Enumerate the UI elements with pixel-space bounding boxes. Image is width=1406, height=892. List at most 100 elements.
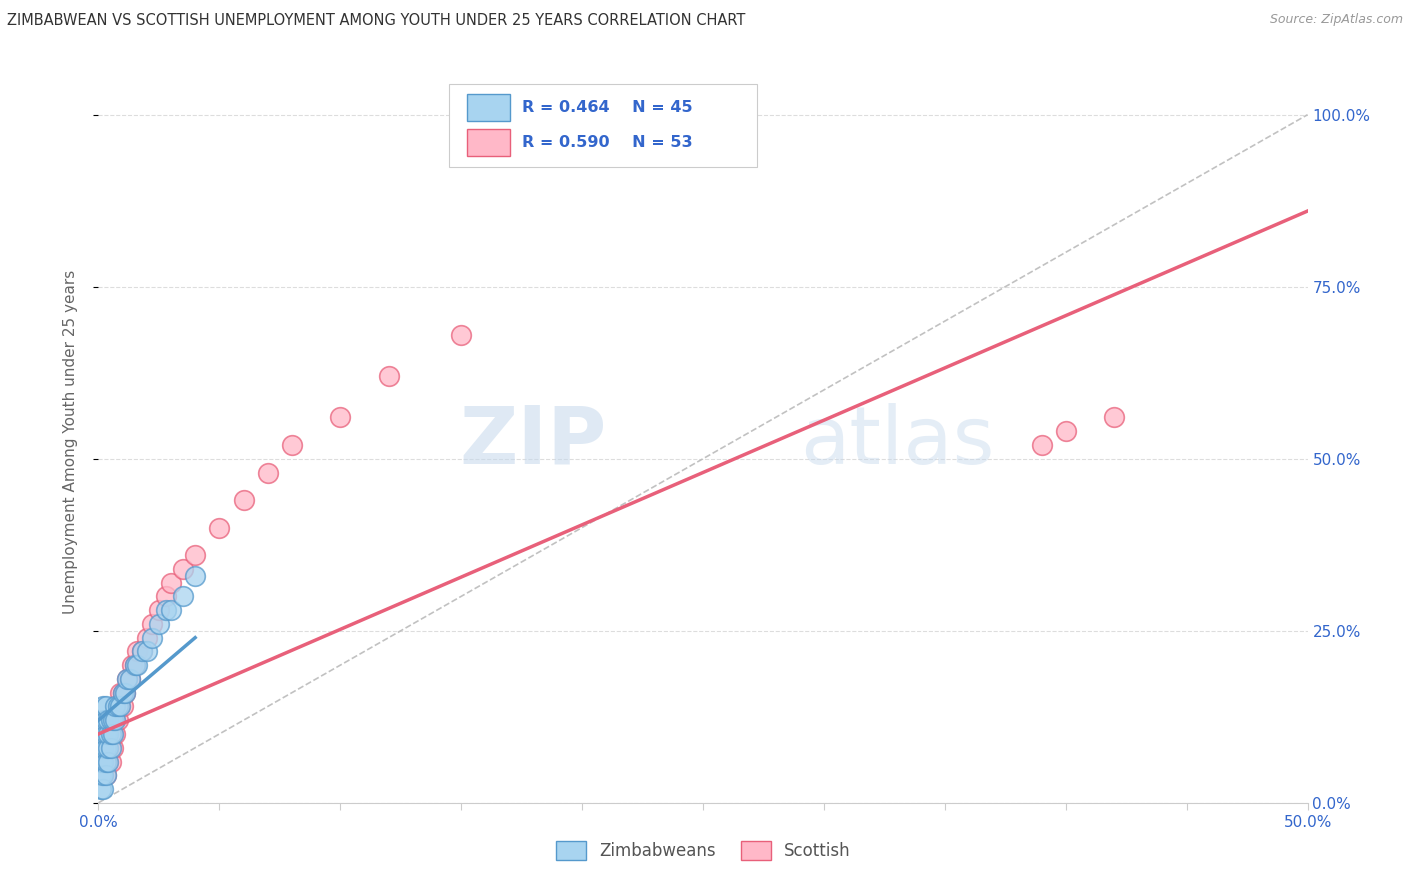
Point	[101, 713, 124, 727]
Point	[90, 768, 112, 782]
Point	[94, 755, 117, 769]
Point	[108, 686, 131, 700]
Point	[1054, 424, 1077, 438]
Point	[124, 658, 146, 673]
Point	[101, 740, 124, 755]
Point	[90, 740, 112, 755]
Point	[100, 740, 122, 755]
Point	[97, 740, 120, 755]
Point	[131, 644, 153, 658]
Point	[91, 768, 114, 782]
Point	[135, 644, 157, 658]
Point	[101, 727, 124, 741]
Point	[377, 369, 399, 384]
Point	[100, 740, 122, 755]
Point	[100, 727, 122, 741]
Bar	[467, 94, 509, 121]
Point	[100, 727, 122, 741]
Text: ZIMBABWEAN VS SCOTTISH UNEMPLOYMENT AMONG YOUTH UNDER 25 YEARS CORRELATION CHART: ZIMBABWEAN VS SCOTTISH UNEMPLOYMENT AMON…	[7, 13, 745, 29]
Point	[91, 755, 114, 769]
Point	[94, 768, 117, 782]
Text: R = 0.590    N = 53: R = 0.590 N = 53	[522, 135, 692, 150]
Point	[104, 727, 127, 741]
Point	[155, 590, 177, 604]
Point	[91, 727, 114, 741]
Point	[141, 631, 163, 645]
Point	[127, 658, 149, 673]
Point	[104, 713, 127, 727]
Point	[111, 699, 134, 714]
Point	[148, 616, 170, 631]
Point	[94, 755, 117, 769]
Point	[90, 727, 112, 741]
Point	[160, 603, 183, 617]
Point	[94, 713, 117, 727]
Point	[117, 672, 139, 686]
Point	[100, 713, 122, 727]
Point	[107, 713, 129, 727]
Point	[111, 686, 134, 700]
Point	[91, 699, 114, 714]
Point	[90, 768, 112, 782]
Point	[107, 699, 129, 714]
Point	[94, 699, 117, 714]
Point	[117, 672, 139, 686]
Point	[100, 755, 122, 769]
Point	[90, 740, 112, 755]
Point	[118, 672, 141, 686]
Text: ZIP: ZIP	[458, 402, 606, 481]
Point	[184, 548, 207, 562]
Point	[91, 740, 114, 755]
Point	[104, 713, 127, 727]
Point	[91, 713, 114, 727]
Point	[90, 782, 112, 797]
Point	[104, 699, 127, 714]
Point	[208, 520, 231, 534]
Point	[91, 755, 114, 769]
Point	[97, 727, 120, 741]
Point	[127, 644, 149, 658]
Point	[184, 568, 207, 582]
Y-axis label: Unemployment Among Youth under 25 years: Unemployment Among Youth under 25 years	[63, 269, 77, 614]
Point	[97, 755, 120, 769]
Point	[90, 755, 112, 769]
Point	[172, 562, 194, 576]
Point	[160, 575, 183, 590]
Text: atlas: atlas	[800, 402, 994, 481]
Point	[118, 672, 141, 686]
Point	[97, 740, 120, 755]
Point	[101, 727, 124, 741]
Point	[100, 713, 122, 727]
Point	[90, 755, 112, 769]
Point	[107, 699, 129, 714]
Point	[450, 327, 472, 342]
Point	[91, 740, 114, 755]
Point	[121, 658, 143, 673]
Point	[329, 410, 352, 425]
Point	[141, 616, 163, 631]
Point	[97, 755, 120, 769]
Point	[114, 686, 136, 700]
Point	[91, 782, 114, 797]
Point	[1031, 438, 1053, 452]
Point	[94, 740, 117, 755]
Point	[111, 686, 134, 700]
Point	[232, 493, 254, 508]
Point	[155, 603, 177, 617]
Point	[172, 590, 194, 604]
Point	[108, 699, 131, 714]
Point	[281, 438, 304, 452]
Point	[94, 727, 117, 741]
Point	[94, 768, 117, 782]
Text: R = 0.464    N = 45: R = 0.464 N = 45	[522, 100, 692, 115]
Point	[91, 768, 114, 782]
Bar	[467, 128, 509, 156]
Point	[114, 686, 136, 700]
Point	[108, 699, 131, 714]
Point	[101, 713, 124, 727]
Text: Source: ZipAtlas.com: Source: ZipAtlas.com	[1270, 13, 1403, 27]
Point	[135, 631, 157, 645]
Point	[94, 740, 117, 755]
Legend: Zimbabweans, Scottish: Zimbabweans, Scottish	[548, 834, 858, 867]
Point	[256, 466, 278, 480]
